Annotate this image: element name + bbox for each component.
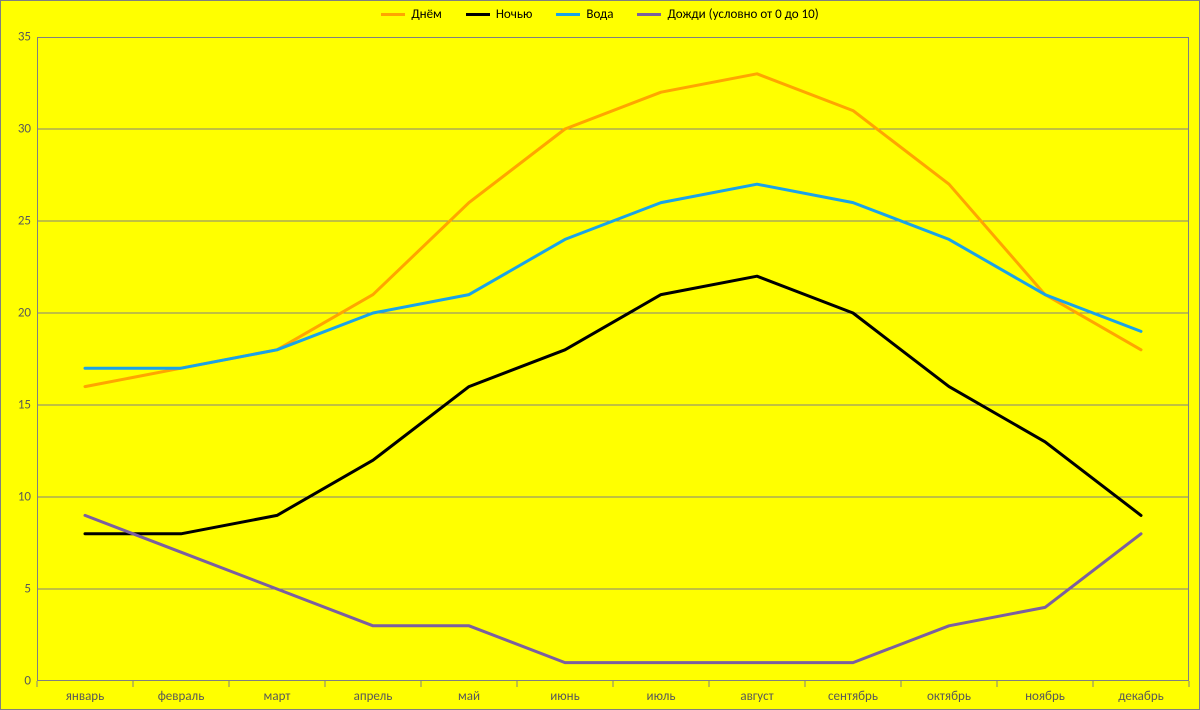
y-tick-label: 5: [24, 582, 31, 597]
x-tick-label: август: [740, 689, 773, 704]
legend-label: Вода: [586, 7, 613, 22]
x-tick-label: февраль: [158, 689, 205, 704]
x-tick-label: март: [264, 689, 291, 704]
chart-container: ДнёмНочьюВодаДожди (условно от 0 до 10) …: [0, 0, 1200, 710]
plot-border: [38, 38, 1189, 681]
legend-swatch: [637, 13, 661, 16]
plot-area: [37, 37, 1189, 681]
x-tick-label: апрель: [354, 689, 393, 704]
legend-item: Ночью: [466, 7, 533, 22]
x-tick-label: декабрь: [1118, 689, 1164, 704]
legend-label: Ночью: [496, 7, 533, 22]
x-tick-label: январь: [66, 689, 105, 704]
y-tick-label: 30: [18, 122, 31, 137]
legend-item: Вода: [556, 7, 613, 22]
x-tick-label: ноябрь: [1025, 689, 1065, 704]
y-tick-label: 25: [18, 214, 31, 229]
legend-swatch: [466, 13, 490, 16]
y-tick-label: 10: [18, 490, 31, 505]
series-line: [85, 74, 1141, 387]
x-tick-label: май: [458, 689, 480, 704]
y-tick-label: 20: [18, 306, 31, 321]
plot-svg: [37, 37, 1189, 681]
series-line: [85, 184, 1141, 368]
x-tick-label: июль: [647, 689, 676, 704]
legend-item: Дожди (условно от 0 до 10): [637, 7, 818, 22]
x-tick-label: октябрь: [927, 689, 971, 704]
x-tick-label: июнь: [550, 689, 579, 704]
legend-swatch: [381, 13, 405, 16]
legend-label: Дожди (условно от 0 до 10): [667, 7, 818, 22]
y-tick-label: 0: [24, 674, 31, 689]
x-tick-label: сентябрь: [828, 689, 878, 704]
legend-item: Днём: [381, 7, 442, 22]
legend-label: Днём: [411, 7, 442, 22]
y-tick-label: 35: [18, 30, 31, 45]
legend-swatch: [556, 13, 580, 16]
legend: Днём Ночью Вода Дожди (условно от 0 до 10): [1, 7, 1199, 22]
y-axis-labels: 05101520253035: [1, 37, 31, 681]
y-tick-label: 15: [18, 398, 31, 413]
